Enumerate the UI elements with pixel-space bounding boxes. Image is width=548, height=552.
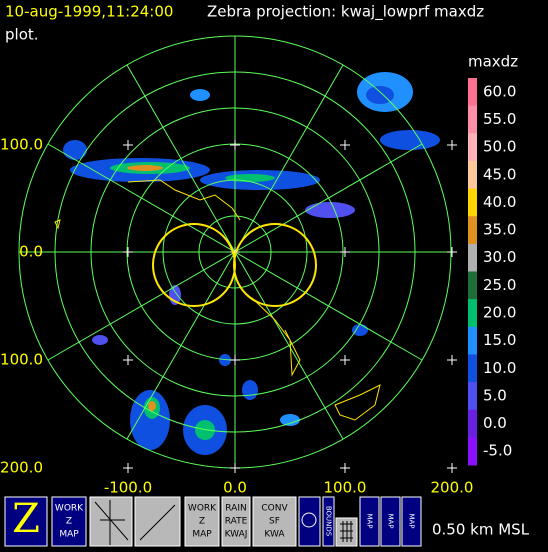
toolbar-label: Z [12, 496, 40, 542]
toolbar-label: RAIN [225, 504, 246, 514]
toolbar-label: Z [66, 517, 72, 527]
colorbar-segment [468, 78, 477, 107]
toolbar-label: BOUNDS [325, 506, 333, 537]
grid-cross [340, 463, 350, 473]
colorbar-tick: 25.0 [483, 276, 516, 294]
toolbar-label: KWAJ [225, 530, 248, 540]
grid-cross [230, 463, 240, 473]
toolbar: Z WORK Z MAP WORK Z MAP RAIN RATE KWAJ CONV SF KWA BO… [4, 496, 422, 547]
title-cont: plot. [5, 26, 39, 44]
toolbar-button[interactable] [184, 496, 220, 547]
y-label: 100.0 [0, 136, 43, 154]
colorbar-segment [468, 299, 477, 328]
grid-cross [447, 355, 457, 365]
toolbar-label: MAP [59, 530, 79, 540]
colorbar-tick: 5.0 [483, 386, 507, 404]
colorbar-tick: 30.0 [483, 248, 516, 266]
y-label: 100.0 [0, 351, 43, 369]
colorbar-tick: 40.0 [483, 193, 516, 211]
grid-cross [230, 140, 240, 150]
colorbar-segment [468, 354, 477, 383]
grid-cross [123, 463, 133, 473]
map-icon-art [94, 500, 129, 545]
toolbar-label: SF [269, 517, 280, 527]
toolbar-button[interactable] [322, 496, 335, 547]
toolbar-button[interactable] [252, 496, 297, 547]
colorbar-tick: 55.0 [483, 110, 516, 128]
colorbar-tick: 45.0 [483, 165, 516, 183]
axis-labels: 100.0 0.0 100.0 200.0 -100.0 0.0 100.0 200.0 [0, 136, 473, 497]
colorbar-segment [468, 409, 477, 438]
rings-icon[interactable] [298, 496, 321, 547]
colorbar-tick: 10.0 [483, 359, 516, 377]
grid-cross [340, 355, 350, 365]
colorbar-label: maxdz [468, 53, 518, 71]
grid-cross [340, 140, 350, 150]
colorbar: maxdz 60.0 55.0 50.0 45.0 40.0 35.0 30.0 25.0 20.… [468, 53, 518, 466]
colorbar-tick: 15.0 [483, 331, 516, 349]
x-label: 0.0 [223, 479, 247, 497]
grid-cross [123, 140, 133, 150]
toolbar-button[interactable] [380, 496, 401, 547]
colorbar-tick: -5.0 [483, 442, 512, 460]
toolbar-label: MAP [408, 513, 416, 528]
colorbar-segment [468, 133, 477, 162]
grid-cross [447, 140, 457, 150]
x-label: -100.0 [104, 479, 152, 497]
colorbar-segment [468, 437, 477, 466]
toolbar-label: WORK [55, 504, 84, 514]
colorbar-segment [468, 271, 477, 300]
colorbar-tick: 35.0 [483, 221, 516, 239]
colorbar-tick: 50.0 [483, 138, 516, 156]
toolbar-label: MAP [387, 513, 395, 528]
toolbar-button[interactable] [4, 496, 48, 547]
toolbar-label: Z [199, 517, 205, 527]
toolbar-button[interactable] [401, 496, 422, 547]
colorbar-segment [468, 243, 477, 272]
colorbar-segment [468, 326, 477, 355]
toolbar-label: WORK [188, 504, 217, 514]
grid-cross [447, 463, 457, 473]
toolbar-button[interactable] [359, 496, 380, 547]
toolbar-label: MAP [192, 530, 212, 540]
image-icon-art [139, 504, 176, 541]
grid-cross [340, 247, 350, 257]
range-rings [18, 35, 457, 473]
grid-cross [447, 247, 457, 257]
colorbar-segment [468, 105, 477, 134]
colorbar-tick: 60.0 [483, 82, 516, 100]
x-label: 200.0 [431, 479, 474, 497]
colorbar-segment [468, 188, 477, 217]
coastline [54, 179, 381, 421]
grid-cross [123, 247, 133, 257]
toolbar-label: KWA [264, 530, 285, 540]
toolbar-button[interactable] [221, 496, 251, 547]
timestamp: 10-aug-1999,11:24:00 [5, 3, 173, 21]
grid-icon-art [340, 521, 353, 542]
colorbar-segment [468, 216, 477, 245]
map-icon[interactable] [89, 496, 133, 547]
colorbar-tick: 0.0 [483, 414, 507, 432]
overlays [152, 223, 317, 307]
colorbar-segment [468, 160, 477, 190]
toolbar-label: MAP [366, 513, 374, 528]
y-label: 200.0 [0, 459, 43, 477]
colorbar-segment [468, 382, 477, 411]
rings-icon-art [301, 512, 317, 528]
toolbar-label: CONV [261, 504, 288, 514]
title: Zebra projection: kwaj_lowprf maxdz [207, 3, 484, 22]
toolbar-button[interactable] [51, 496, 87, 547]
x-label: 100.0 [324, 479, 367, 497]
toolbar-label: RATE [225, 517, 248, 527]
grid-cross [123, 355, 133, 365]
y-label: 0.0 [19, 243, 43, 261]
altitude: 0.50 km MSL [432, 521, 530, 539]
grid-cross [230, 355, 240, 365]
colorbar-tick: 20.0 [483, 303, 516, 321]
